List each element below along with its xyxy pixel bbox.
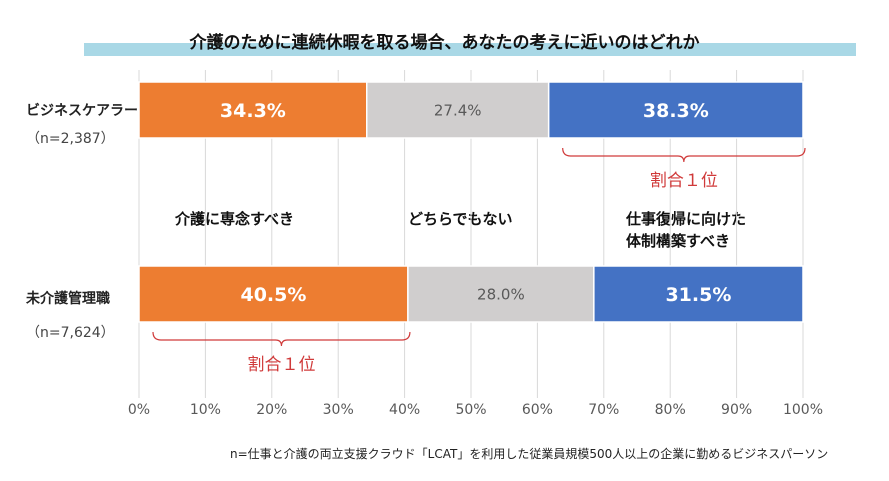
bar-value-label: 28.0% — [477, 285, 525, 303]
annotation-label: 割合１位 — [650, 171, 718, 191]
x-tick-label: 100% — [783, 402, 823, 418]
legend-neither: どちらでもない — [408, 210, 513, 228]
x-tick-label: 60% — [522, 402, 553, 418]
bar-value-label: 40.5% — [240, 284, 306, 306]
legend-build-line1: 仕事復帰に向けた — [626, 210, 747, 228]
bar-segment — [366, 81, 550, 139]
x-tick-label: 80% — [655, 402, 686, 418]
bar-value-label: 27.4% — [434, 101, 482, 119]
row-label-business-carer: ビジネスケアラー — [26, 103, 138, 119]
title-band — [84, 43, 856, 56]
bar-segment — [547, 81, 804, 139]
x-tick-label: 30% — [323, 402, 354, 418]
bar-segment — [593, 265, 804, 323]
x-tick-label: 50% — [455, 402, 486, 418]
x-tick-label: 20% — [256, 402, 287, 418]
bar-segment — [138, 81, 368, 139]
x-tick-label: 10% — [190, 402, 221, 418]
bar-segment — [138, 265, 409, 323]
legend-build-line2: 体制構築すべき — [626, 232, 730, 250]
row-n-non-carer-manager: （n=7,624） — [26, 325, 115, 341]
bar-value-label: 34.3% — [220, 100, 286, 122]
annotation-label: 割合１位 — [247, 355, 315, 375]
x-tick-label: 90% — [721, 402, 752, 418]
chart-title: 介護のために連続休暇を取る場合、あなたの考えに近いのはどれか — [189, 33, 700, 53]
annotation-bracket — [562, 147, 806, 163]
x-tick-label: 40% — [389, 402, 420, 418]
annotation-bracket — [152, 331, 411, 347]
bar-value-label: 31.5% — [665, 284, 731, 306]
bar-segment — [407, 265, 595, 323]
row-label-non-carer-manager: 未介護管理職 — [26, 291, 110, 307]
bar-value-label: 38.3% — [643, 100, 709, 122]
legend-dedicate: 介護に専念すべき — [175, 210, 294, 228]
x-tick-label: 0% — [128, 402, 150, 418]
row-n-business-carer: （n=2,387） — [26, 131, 115, 147]
footnote: n=仕事と介護の両立支援クラウド「LCAT」を利用した従業員規模500人以上の企… — [230, 447, 829, 461]
x-tick-label: 70% — [588, 402, 619, 418]
